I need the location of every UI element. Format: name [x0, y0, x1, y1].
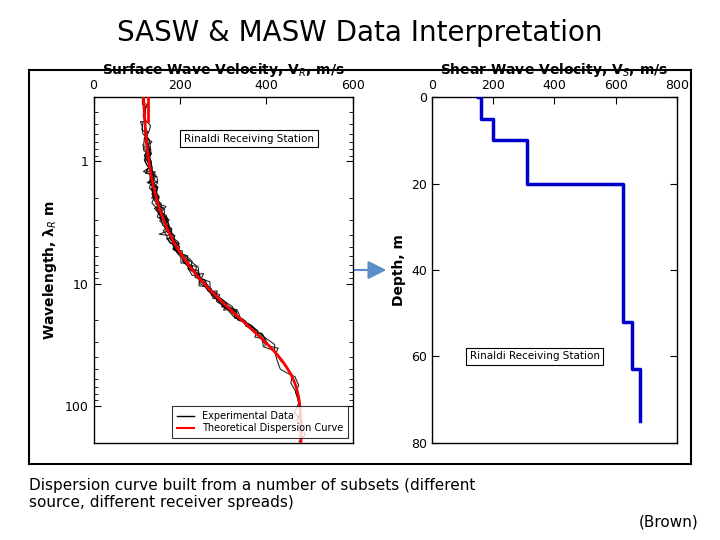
Text: Rinaldi Receiving Station: Rinaldi Receiving Station	[470, 352, 600, 361]
Text: SASW & MASW Data Interpretation: SASW & MASW Data Interpretation	[117, 19, 603, 47]
Text: Dispersion curve built from a number of subsets (different
source, different rec: Dispersion curve built from a number of …	[29, 478, 475, 510]
Text: (Brown): (Brown)	[639, 514, 698, 529]
X-axis label: Surface Wave Velocity, V$_R$, m/s: Surface Wave Velocity, V$_R$, m/s	[102, 61, 345, 79]
Text: Rinaldi Receiving Station: Rinaldi Receiving Station	[184, 134, 314, 144]
X-axis label: Shear Wave Velocity, V$_S$, m/s: Shear Wave Velocity, V$_S$, m/s	[441, 61, 668, 79]
Y-axis label: Depth, m: Depth, m	[392, 234, 405, 306]
Legend: Experimental Data, Theoretical Dispersion Curve: Experimental Data, Theoretical Dispersio…	[171, 406, 348, 438]
Y-axis label: Wavelength, λ$_R$ m: Wavelength, λ$_R$ m	[41, 200, 59, 340]
